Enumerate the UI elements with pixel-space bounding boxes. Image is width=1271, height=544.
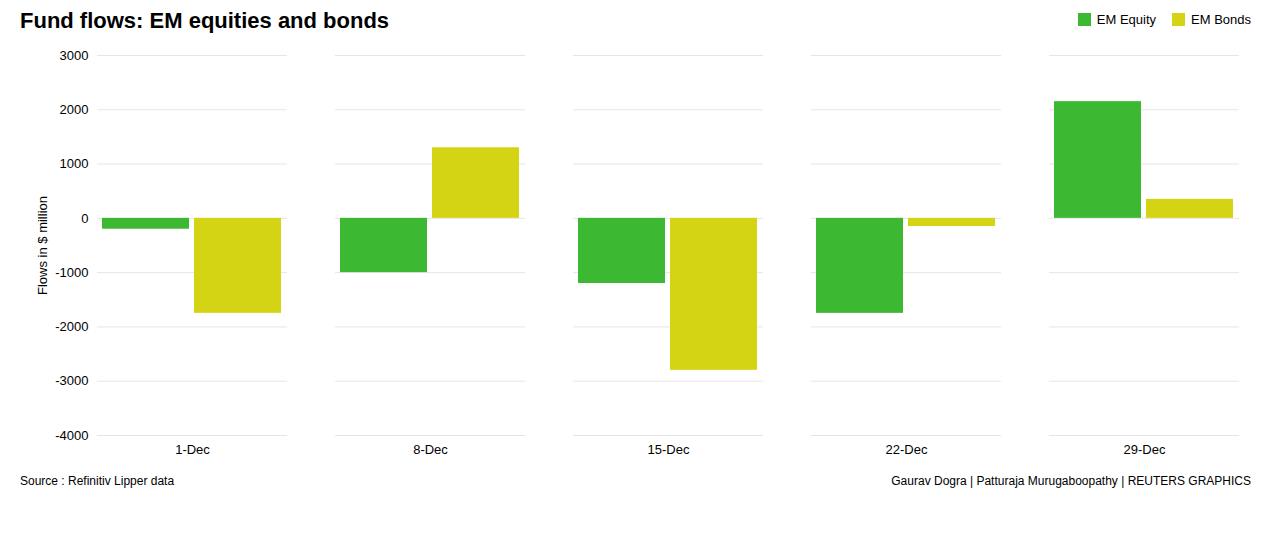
svg-text:-1000: -1000 [55,265,88,280]
svg-text:-2000: -2000 [55,319,88,334]
html-text:Source : Refinitiv Lipper data: Source : Refinitiv Lipper data [20,474,175,488]
svg-text:22-Dec: 22-Dec [886,442,928,457]
svg-text:Flows in $ million: Flows in $ million [35,196,50,295]
html-text:Gaurav Dogra | Patturaja Murug: Gaurav Dogra | Patturaja Murugaboopathy … [891,474,1251,488]
svg-text:0: 0 [81,211,88,226]
html-text:EM Bonds: EM Bonds [1191,12,1251,27]
svg-text:-3000: -3000 [55,373,88,388]
svg-text:1-Dec: 1-Dec [175,442,210,457]
svg-text:2000: 2000 [60,102,89,117]
svg-text:3000: 3000 [60,48,89,63]
html-text:EM Equity: EM Equity [1096,12,1156,27]
svg-text:29-Dec: 29-Dec [1124,442,1166,457]
svg-text:1000: 1000 [60,156,89,171]
html-text:Fund flows: EM equities and bo: Fund flows: EM equities and bonds [20,8,390,33]
svg-text:8-Dec: 8-Dec [413,442,448,457]
svg-text:15-Dec: 15-Dec [648,442,690,457]
svg-text:-4000: -4000 [55,428,88,443]
